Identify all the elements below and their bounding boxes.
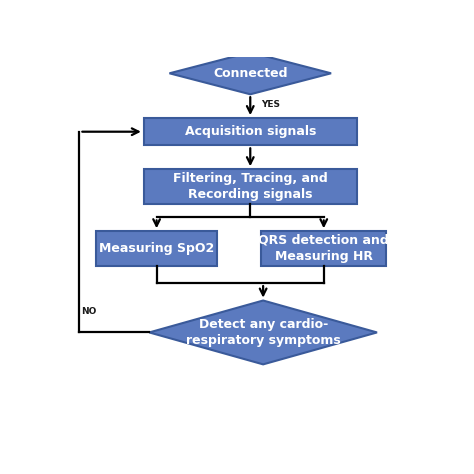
Text: YES: YES	[261, 100, 280, 109]
Text: NO: NO	[81, 307, 96, 316]
FancyBboxPatch shape	[261, 231, 386, 266]
FancyBboxPatch shape	[96, 231, 217, 266]
Polygon shape	[149, 301, 377, 365]
Text: Acquisition signals: Acquisition signals	[184, 125, 316, 138]
Text: Connected: Connected	[213, 67, 288, 80]
FancyBboxPatch shape	[144, 118, 357, 146]
Text: Detect any cardio-
respiratory symptoms: Detect any cardio- respiratory symptoms	[186, 318, 340, 347]
Text: Filtering, Tracing, and
Recording signals: Filtering, Tracing, and Recording signal…	[173, 172, 328, 201]
Text: Measuring SpO2: Measuring SpO2	[99, 242, 214, 255]
Text: QRS detection and
Measuring HR: QRS detection and Measuring HR	[258, 234, 389, 263]
Polygon shape	[170, 52, 331, 94]
FancyBboxPatch shape	[144, 169, 357, 204]
